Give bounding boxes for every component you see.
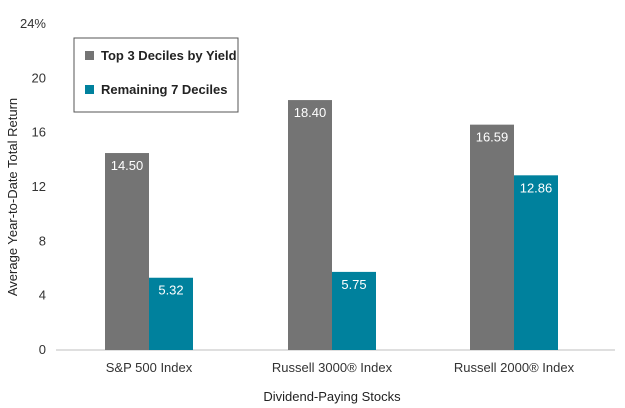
bar-data-label: 16.59 (476, 130, 509, 145)
bar-top-3-deciles (105, 153, 149, 350)
y-tick-label: 20 (32, 70, 46, 85)
bar-data-label: 12.86 (520, 180, 553, 195)
x-category-label: Russell 2000® Index (454, 360, 575, 375)
legend-swatch-remaining-7-deciles (85, 85, 94, 94)
bar-data-label: 18.40 (294, 105, 327, 120)
y-tick-label: 16 (32, 125, 46, 140)
x-category-label: S&P 500 Index (106, 360, 193, 375)
x-axis-title: Dividend-Paying Stocks (263, 389, 401, 404)
x-axis-ticks: S&P 500 Index Russell 3000® Index Russell … (106, 360, 575, 375)
legend-box (73, 37, 239, 113)
legend-swatch-top-3-deciles (85, 51, 94, 60)
y-axis-title: Average Year-to-Date Total Return (5, 98, 20, 296)
bar-top-3-deciles (470, 124, 514, 350)
bar-top-3-deciles (288, 100, 332, 350)
y-tick-label: 12 (32, 179, 46, 194)
y-tick-label: 8 (39, 233, 46, 248)
bar-data-label: 14.50 (111, 158, 144, 173)
bar-remaining-7-deciles (514, 175, 558, 350)
bar-remaining-7-deciles (149, 277, 193, 350)
y-tick-label: 0 (39, 342, 46, 357)
x-category-label: Russell 3000® Index (272, 360, 393, 375)
legend: Top 3 Deciles by Yield Remaining 7 Decil… (73, 37, 239, 113)
y-tick-label: 24% (20, 16, 46, 31)
legend-label-top-3-deciles: Top 3 Deciles by Yield (101, 48, 237, 63)
bars: 14.50 18.40 16.59 5.32 5.75 12.86 (105, 100, 558, 350)
y-axis-ticks: 0 4 8 12 16 20 24% (20, 16, 46, 357)
legend-label-remaining-7-deciles: Remaining 7 Deciles (101, 82, 227, 97)
bar-data-label: 5.32 (158, 283, 183, 298)
y-tick-label: 4 (39, 288, 46, 303)
bar-remaining-7-deciles (332, 271, 376, 350)
bar-data-label: 5.75 (341, 277, 366, 292)
